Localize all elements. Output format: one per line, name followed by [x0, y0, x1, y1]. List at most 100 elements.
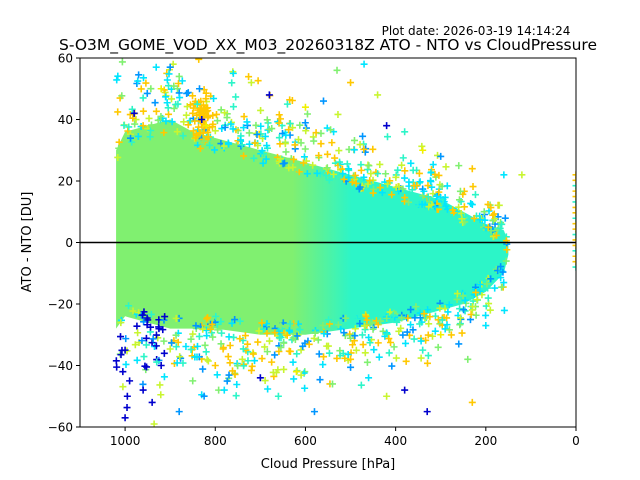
data-point [392, 354, 400, 362]
data-point [195, 332, 203, 340]
data-point [384, 133, 392, 141]
data-point [362, 312, 370, 320]
data-point [361, 349, 369, 357]
data-point [125, 123, 133, 131]
data-point [297, 139, 305, 147]
data-point [352, 179, 360, 187]
data-point [240, 362, 248, 370]
lower-outlier-point [126, 377, 134, 385]
upper-outlier-point [193, 100, 201, 108]
data-point [203, 315, 211, 323]
upper-outlier-point [247, 79, 255, 87]
upper-outlier-point [198, 116, 206, 123]
data-point [336, 158, 344, 166]
data-point [356, 141, 364, 149]
data-point [383, 314, 391, 322]
data-point [135, 71, 143, 79]
upper-outlier-point [139, 122, 147, 130]
data-point [378, 189, 386, 197]
upper-outlier-point [229, 69, 237, 77]
lower-outlier-point [365, 374, 373, 382]
data-point [160, 337, 168, 345]
data-point [456, 314, 464, 322]
upper-outlier-point [347, 79, 355, 87]
data-point [277, 322, 285, 330]
data-point [200, 392, 208, 400]
data-point [117, 319, 125, 327]
data-point [236, 317, 244, 325]
data-point [168, 95, 176, 103]
data-point [495, 201, 503, 209]
data-point [241, 332, 249, 340]
data-point [395, 183, 403, 191]
data-point [412, 303, 420, 311]
upper-outlier-point [157, 85, 165, 93]
data-point [160, 349, 168, 357]
data-point [163, 76, 171, 84]
zero-pressure-point [572, 252, 576, 260]
zero-pressure-point [572, 241, 576, 249]
data-point [128, 105, 136, 113]
data-point [285, 326, 293, 334]
lower-outlier-point [121, 414, 129, 422]
data-point [254, 77, 262, 85]
data-point [276, 140, 284, 148]
data-point [233, 380, 241, 388]
data-point [469, 183, 477, 191]
data-point [131, 120, 139, 128]
data-point [220, 142, 228, 150]
data-point [219, 345, 227, 353]
data-point [168, 339, 176, 347]
data-point [197, 117, 205, 125]
data-point [385, 349, 393, 357]
data-point [366, 320, 374, 328]
data-point [315, 152, 323, 160]
data-point [229, 103, 237, 111]
data-point [149, 335, 157, 343]
data-point [211, 146, 219, 154]
data-point [160, 373, 168, 381]
scatter-points [112, 58, 576, 427]
y-tick-label: −60 [48, 421, 73, 435]
data-point [477, 214, 485, 222]
data-point [453, 295, 461, 303]
data-point [383, 330, 391, 338]
data-point [213, 110, 221, 118]
data-point [126, 134, 134, 142]
zero-pressure-point [572, 187, 576, 195]
data-point [399, 331, 407, 339]
data-point [248, 362, 256, 370]
data-point [199, 101, 207, 109]
data-point [444, 308, 452, 316]
data-point [480, 208, 488, 216]
upper-outlier-point [360, 60, 368, 68]
data-point [468, 306, 476, 314]
data-point [263, 348, 271, 356]
data-point [257, 106, 265, 114]
data-point [204, 133, 212, 141]
data-point [282, 148, 290, 156]
data-point [291, 141, 299, 149]
data-point [280, 365, 288, 373]
data-point [385, 335, 393, 343]
zero-pressure-point [572, 258, 576, 266]
data-point [114, 108, 122, 116]
data-point [473, 296, 481, 304]
lower-outlier-point [383, 392, 391, 400]
data-point [322, 165, 330, 173]
data-point [294, 331, 302, 339]
data-point [237, 136, 245, 144]
data-point [289, 358, 297, 366]
data-point [476, 216, 484, 224]
data-point [482, 311, 490, 319]
data-point [240, 113, 248, 121]
data-point [240, 152, 248, 160]
data-point [299, 159, 307, 167]
y-tick-label: −40 [48, 359, 73, 373]
data-point [355, 185, 363, 193]
lower-outlier-point [157, 362, 165, 369]
data-point [139, 107, 147, 115]
data-point [193, 342, 201, 350]
x-tick-label: 200 [474, 434, 497, 448]
data-point [374, 170, 382, 178]
